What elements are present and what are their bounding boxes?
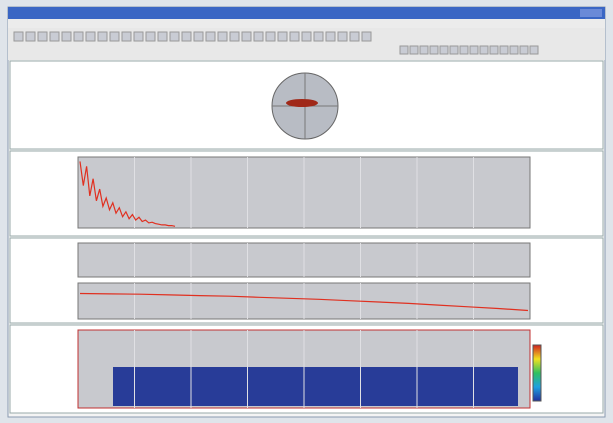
toolbar-button[interactable]: [13, 31, 24, 42]
toolbar-button[interactable]: [489, 45, 499, 55]
toolbar-button[interactable]: [157, 31, 168, 42]
toolbar-button[interactable]: [529, 45, 539, 55]
toolbar-button[interactable]: [109, 31, 120, 42]
polar-data: [286, 99, 318, 107]
toolbar-button[interactable]: [133, 31, 144, 42]
toolbar-button[interactable]: [193, 31, 204, 42]
toolbar-button[interactable]: [253, 31, 264, 42]
toolbar-button[interactable]: [49, 31, 60, 42]
toolbar-button[interactable]: [277, 31, 288, 42]
toolbar-button[interactable]: [37, 31, 48, 42]
toolbar-button[interactable]: [25, 31, 36, 42]
toolbar-button[interactable]: [73, 31, 84, 42]
toolbar-button[interactable]: [519, 45, 529, 55]
toolbar-button[interactable]: [169, 31, 180, 42]
toolbar-button[interactable]: [313, 31, 324, 42]
toolbar-button[interactable]: [205, 31, 216, 42]
toolbar-button[interactable]: [439, 45, 449, 55]
toolbar-button[interactable]: [217, 31, 228, 42]
window-controls[interactable]: [580, 9, 602, 17]
toolbar-button[interactable]: [399, 45, 409, 55]
toolbar-button[interactable]: [181, 31, 192, 42]
toolbar-button[interactable]: [419, 45, 429, 55]
toolbar: [8, 28, 605, 60]
menu-bar: [8, 19, 605, 28]
toolbar-button[interactable]: [337, 31, 348, 42]
toolbar-button[interactable]: [85, 31, 96, 42]
toolbar-button[interactable]: [241, 31, 252, 42]
toolbar-button[interactable]: [429, 45, 439, 55]
toolbar-button[interactable]: [479, 45, 489, 55]
toolbar-button[interactable]: [469, 45, 479, 55]
toolbar-button[interactable]: [265, 31, 276, 42]
color-bar: [532, 344, 542, 402]
toolbar-button[interactable]: [289, 31, 300, 42]
title-bar: [8, 7, 605, 19]
toolbar-button[interactable]: [301, 31, 312, 42]
toolbar-button[interactable]: [499, 45, 509, 55]
panels: [9, 60, 604, 414]
toolbar-button[interactable]: [121, 31, 132, 42]
toolbar-button[interactable]: [509, 45, 519, 55]
toolbar-button[interactable]: [361, 31, 372, 42]
toolbar-button[interactable]: [459, 45, 469, 55]
signal-line: [79, 292, 529, 312]
toolbar-button[interactable]: [145, 31, 156, 42]
signal-line: [79, 161, 176, 227]
spectrogram-block: [113, 367, 518, 406]
toolbar-button[interactable]: [97, 31, 108, 42]
toolbar-button[interactable]: [409, 45, 419, 55]
toolbar-button[interactable]: [325, 31, 336, 42]
toolbar-button[interactable]: [349, 31, 360, 42]
toolbar-button[interactable]: [61, 31, 72, 42]
toolbar-button[interactable]: [229, 31, 240, 42]
toolbar-button[interactable]: [449, 45, 459, 55]
